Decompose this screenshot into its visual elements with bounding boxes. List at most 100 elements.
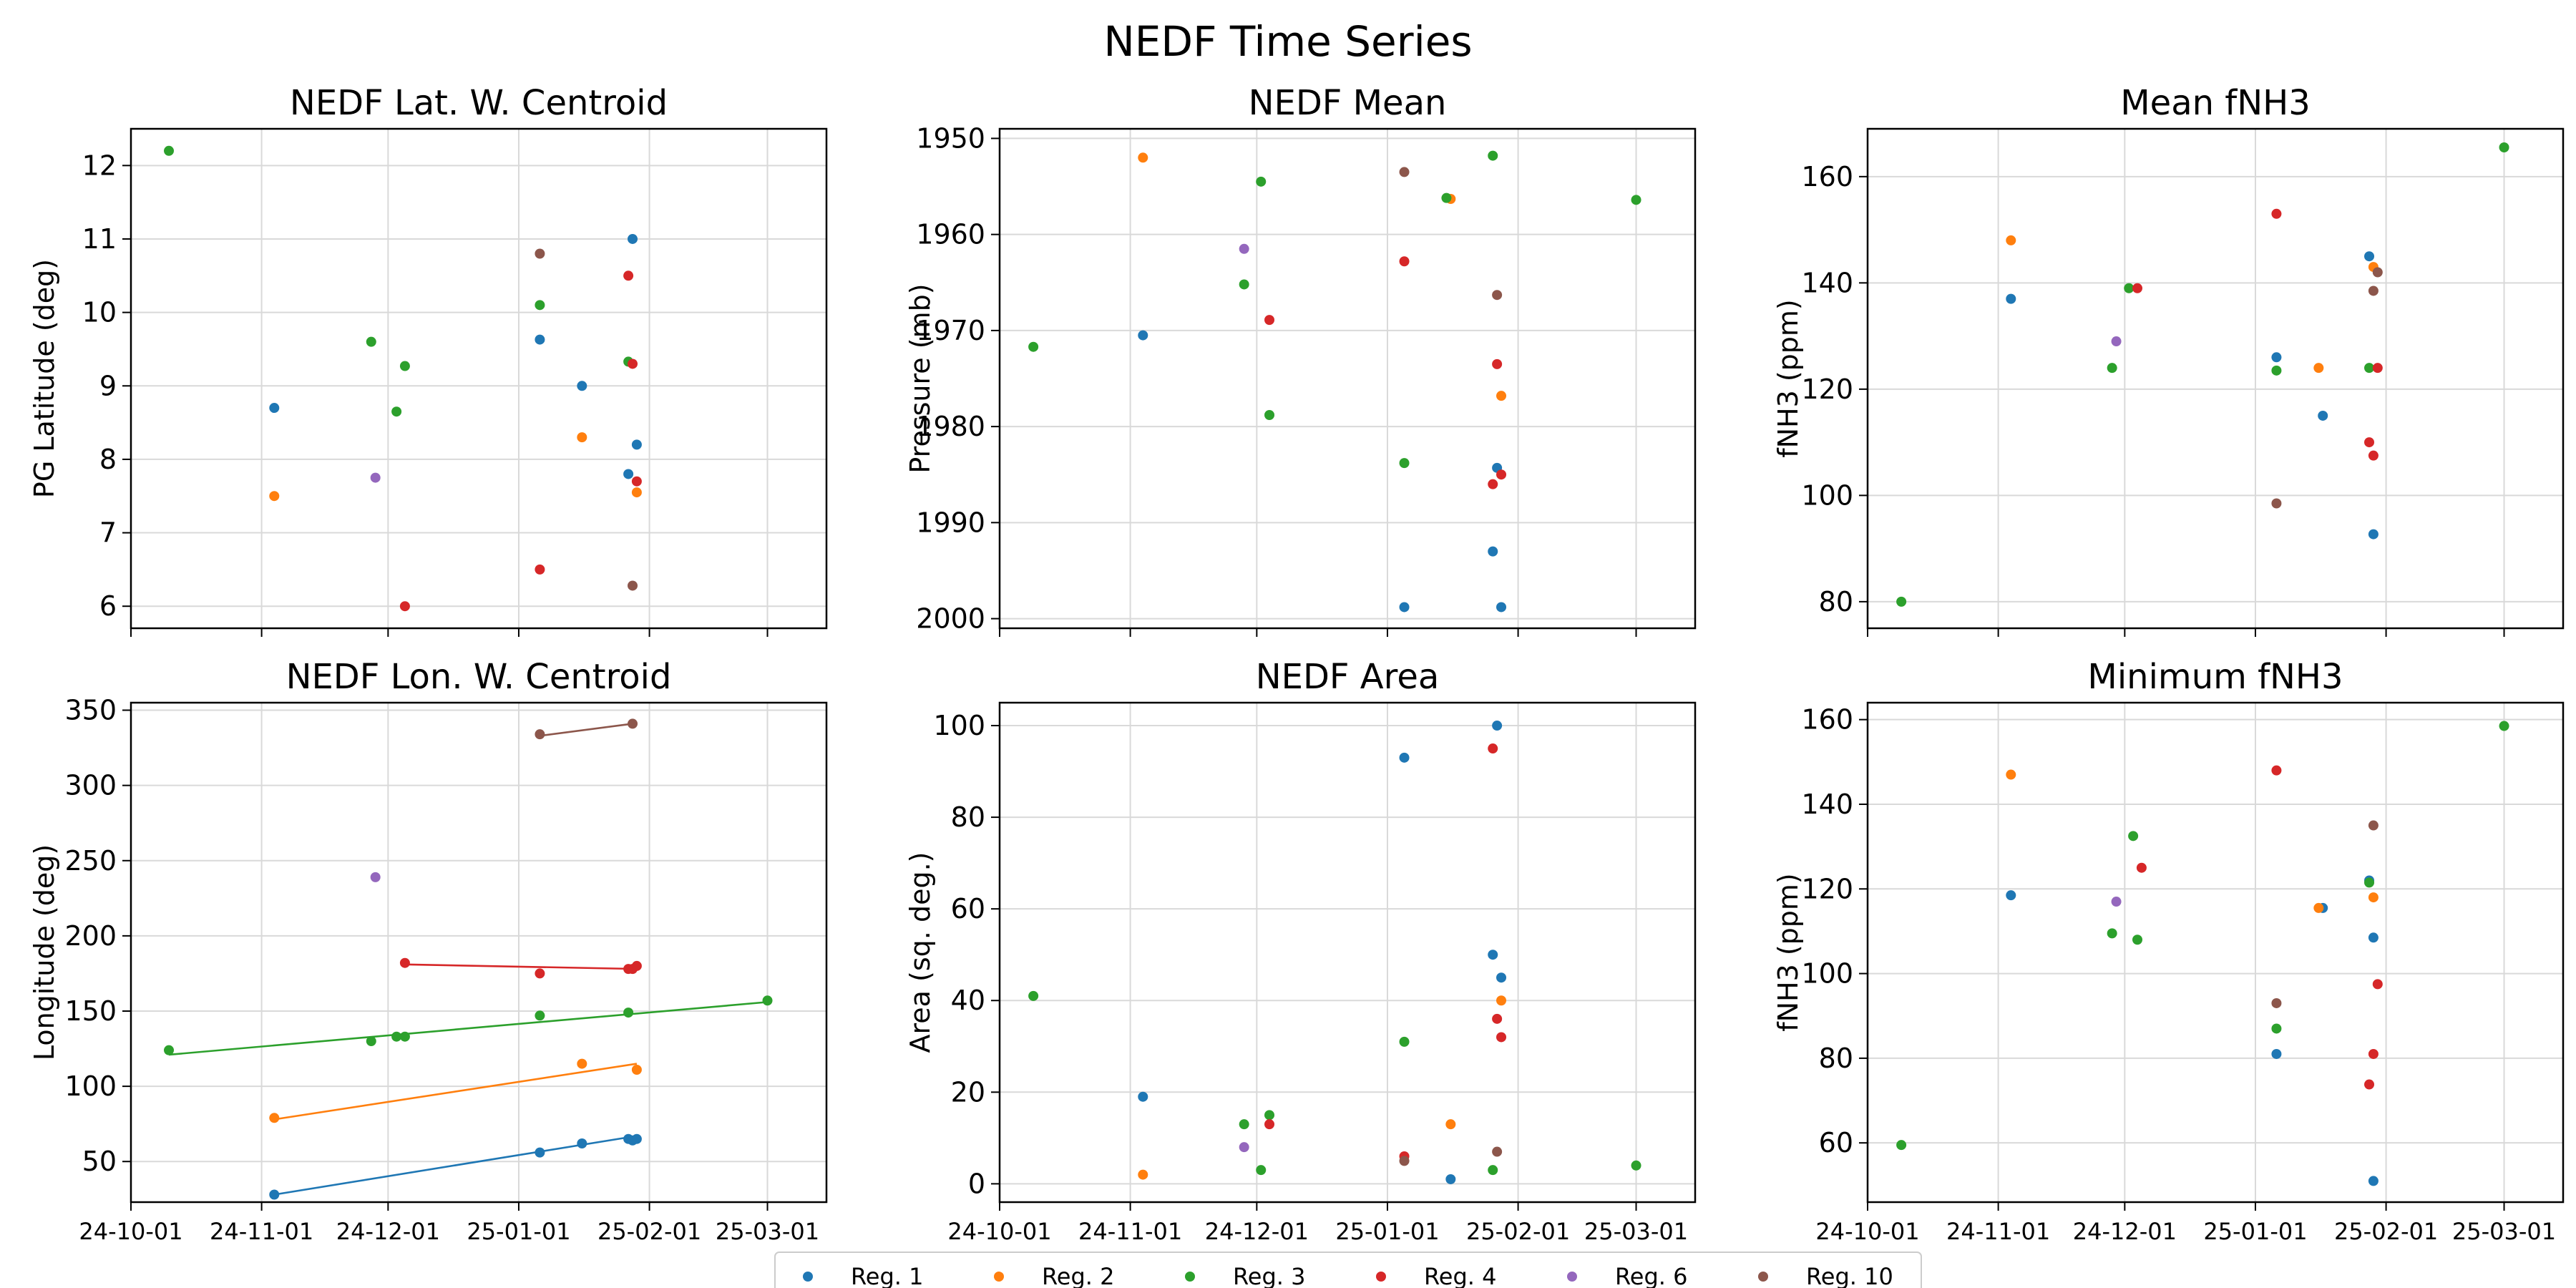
point-reg-3	[1399, 1036, 1410, 1047]
point-reg-3	[2364, 877, 2375, 888]
point-reg-1	[623, 469, 634, 479]
legend-marker-reg-2	[994, 1272, 1004, 1282]
x-tick-label: 25-01-01	[2203, 1218, 2307, 1245]
point-reg-1	[2006, 890, 2016, 901]
y-tick-label: 80	[1819, 586, 1853, 618]
x-tick-label: 24-12-01	[2073, 1218, 2177, 1245]
point-reg-1	[628, 233, 638, 244]
x-tick-label: 25-02-01	[1466, 1218, 1570, 1245]
y-tick-label: 160	[1801, 704, 1853, 736]
legend: Reg. 1 Reg. 2 Reg. 3 Reg. 4 Reg. 6 Reg. 10	[774, 1252, 1922, 1288]
point-reg-4	[2372, 979, 2383, 990]
y-tick-label: 350	[64, 695, 117, 726]
point-reg-3	[366, 1036, 376, 1047]
y-axis-label: Longitude (deg)	[29, 844, 60, 1060]
point-reg-2	[269, 1113, 280, 1123]
point-reg-10	[1492, 1146, 1503, 1157]
point-reg-1	[2368, 1176, 2379, 1186]
x-tick-label: 24-12-01	[1205, 1218, 1309, 1245]
fit-line-reg-1	[274, 1135, 638, 1196]
legend-marker-reg-1	[803, 1272, 813, 1282]
point-reg-3	[1488, 150, 1498, 161]
x-tick-label: 25-02-01	[597, 1218, 701, 1245]
y-axis-label: Pressure (mb)	[904, 283, 936, 473]
y-axis-label: Area (sq. deg.)	[904, 852, 936, 1053]
point-reg-2	[2313, 902, 2324, 913]
point-reg-10	[535, 729, 545, 740]
legend-entry-reg-10: Reg. 10	[1758, 1263, 1893, 1288]
point-reg-3	[1264, 410, 1275, 421]
point-reg-4	[1488, 479, 1498, 489]
x-tick-label: 25-03-01	[716, 1218, 819, 1245]
y-tick-label: 120	[1801, 873, 1853, 904]
y-tick-label: 50	[82, 1146, 117, 1177]
y-axis-label: fNH3 (ppm)	[1772, 299, 1804, 458]
legend-label: Reg. 10	[1806, 1263, 1893, 1288]
point-reg-3	[2107, 928, 2117, 939]
point-reg-4	[2364, 437, 2375, 448]
legend-entry-reg-4: Reg. 4	[1376, 1263, 1497, 1288]
panel-title: Mean fNH3	[2120, 83, 2310, 123]
point-reg-3	[391, 1031, 402, 1042]
y-tick-label: 1970	[916, 315, 985, 346]
x-tick-label: 25-03-01	[2452, 1218, 2556, 1245]
y-tick-label: 11	[82, 223, 117, 255]
point-reg-2	[631, 1064, 642, 1075]
y-tick-label: 300	[64, 770, 117, 801]
point-reg-10	[2372, 267, 2383, 278]
point-reg-3	[623, 1008, 634, 1018]
point-reg-2	[1445, 1119, 1456, 1130]
point-reg-4	[1264, 315, 1275, 326]
legend-marker-reg-4	[1376, 1272, 1386, 1282]
point-reg-3	[2107, 363, 2117, 374]
panel-nedf-area: 24-10-01 24-11-01 24-12-01 25-01-01 25-02-01…	[904, 657, 1697, 1245]
point-reg-4	[2271, 765, 2282, 776]
point-reg-4	[631, 960, 642, 971]
point-reg-3	[2132, 935, 2143, 945]
fit-line-reg-4	[404, 963, 637, 970]
point-reg-6	[2111, 336, 2122, 347]
fit-line-reg-10	[540, 723, 633, 737]
y-tick-label: 1950	[916, 122, 985, 154]
point-reg-3	[391, 406, 402, 417]
point-reg-1	[535, 1147, 545, 1158]
point-reg-3	[1488, 1165, 1498, 1176]
x-tick-label: 24-11-01	[210, 1218, 313, 1245]
legend-label: Reg. 3	[1233, 1263, 1306, 1288]
panel-title: NEDF Lat. W. Centroid	[290, 83, 668, 123]
plot-frame	[998, 701, 1697, 1204]
point-reg-4	[2136, 862, 2147, 873]
point-reg-2	[1496, 391, 1507, 401]
point-reg-4	[2368, 450, 2379, 461]
point-reg-3	[366, 336, 376, 347]
y-tick-label: 1960	[916, 219, 985, 250]
y-tick-label: 6	[99, 590, 117, 622]
point-reg-2	[269, 491, 280, 502]
plot-frame	[130, 701, 828, 1204]
y-tick-label: 20	[951, 1076, 985, 1108]
y-axis-label: PG Latitude (deg)	[29, 259, 60, 498]
point-reg-3	[1028, 990, 1039, 1001]
point-reg-3	[1028, 341, 1039, 352]
point-reg-3	[1264, 1110, 1275, 1121]
point-reg-1	[1399, 752, 1410, 763]
point-reg-1	[577, 381, 587, 391]
point-reg-10	[628, 718, 638, 729]
point-reg-1	[1492, 721, 1503, 731]
x-tick-label: 25-01-01	[467, 1218, 570, 1245]
y-tick-label: 40	[951, 985, 985, 1016]
point-reg-1	[269, 1189, 280, 1200]
point-reg-4	[1488, 743, 1498, 754]
point-reg-1	[1399, 602, 1410, 613]
point-reg-4	[2132, 283, 2143, 293]
point-reg-1	[1488, 950, 1498, 960]
point-reg-3	[164, 145, 175, 156]
point-reg-4	[631, 476, 642, 487]
fit-line-reg-2	[274, 1063, 638, 1121]
point-reg-3	[762, 995, 773, 1006]
panel-title: NEDF Mean	[1249, 83, 1447, 123]
point-reg-3	[1256, 1165, 1267, 1176]
point-reg-1	[631, 1133, 642, 1144]
point-reg-10	[2271, 498, 2282, 509]
point-reg-3	[1239, 279, 1249, 290]
